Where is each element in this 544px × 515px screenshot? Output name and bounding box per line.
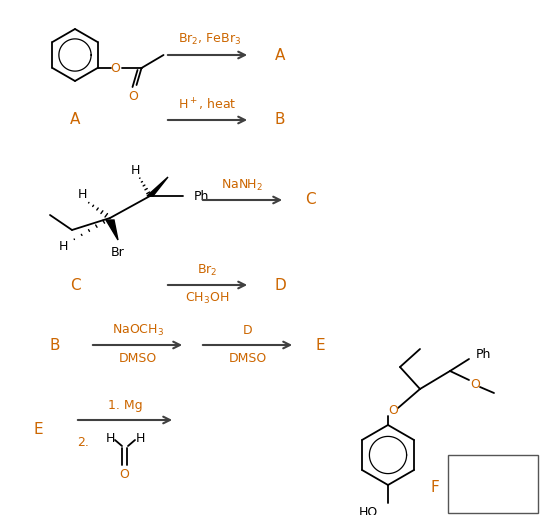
Text: O: O — [119, 469, 129, 482]
Text: NaNH$_2$: NaNH$_2$ — [221, 178, 263, 193]
Text: D: D — [243, 323, 253, 336]
Text: DMSO: DMSO — [119, 352, 157, 365]
Text: H: H — [58, 241, 67, 253]
Polygon shape — [106, 220, 118, 240]
Text: C: C — [305, 193, 316, 208]
Text: C: C — [70, 278, 81, 293]
Text: H$^+$, heat: H$^+$, heat — [178, 97, 236, 113]
Text: B: B — [50, 337, 60, 352]
Text: Br$_2$, FeBr$_3$: Br$_2$, FeBr$_3$ — [178, 31, 242, 46]
Text: HO: HO — [358, 506, 378, 515]
Text: O: O — [388, 404, 398, 418]
Text: Br$_2$: Br$_2$ — [197, 263, 217, 278]
Text: Ph: Ph — [476, 348, 491, 360]
Text: H: H — [135, 432, 145, 444]
Text: E: E — [315, 337, 325, 352]
Text: B: B — [275, 112, 285, 128]
Text: A: A — [275, 47, 285, 62]
Text: NaOCH$_3$: NaOCH$_3$ — [112, 322, 164, 337]
Text: 1. Mg: 1. Mg — [108, 399, 143, 411]
Bar — [448, 455, 538, 513]
Text: H: H — [77, 188, 86, 201]
Text: E: E — [33, 422, 43, 438]
Text: O: O — [128, 91, 139, 104]
Text: O: O — [110, 61, 120, 75]
Text: F: F — [431, 480, 440, 495]
Text: Ph: Ph — [194, 190, 209, 202]
Text: A: A — [70, 112, 80, 128]
Text: CH$_3$OH: CH$_3$OH — [185, 290, 229, 305]
Text: O: O — [470, 379, 480, 391]
Text: 2.: 2. — [77, 436, 89, 449]
Text: DMSO: DMSO — [229, 352, 267, 365]
Text: D: D — [274, 278, 286, 293]
Text: Br: Br — [111, 247, 125, 260]
Text: H: H — [131, 163, 140, 177]
Text: H: H — [106, 432, 115, 444]
Text: product yielded
as a pair of
enantiomers: product yielded as a pair of enantiomers — [449, 468, 536, 501]
Polygon shape — [147, 177, 168, 196]
